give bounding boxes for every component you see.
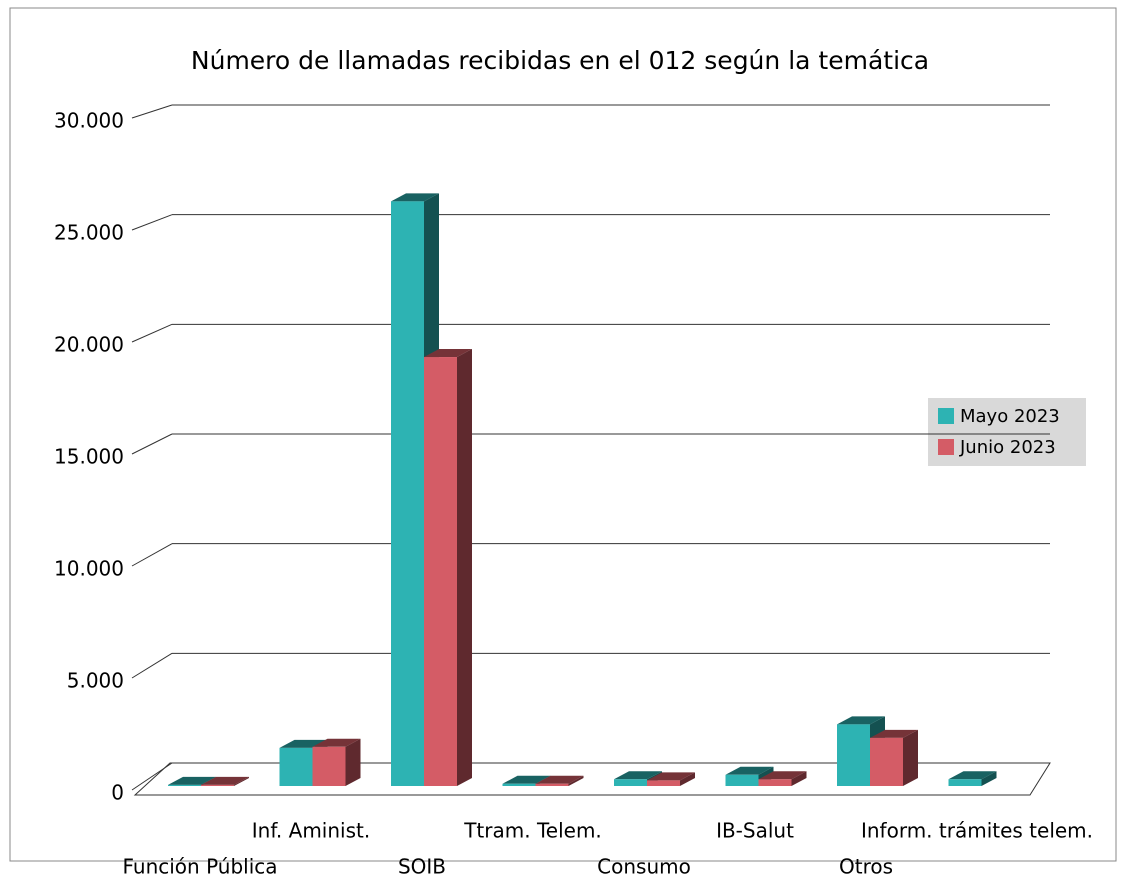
y-tick-label: 0 bbox=[111, 781, 124, 805]
legend: Mayo 2023 Junio 2023 bbox=[928, 398, 1086, 466]
bar-front bbox=[758, 779, 792, 786]
bar-top bbox=[647, 772, 695, 781]
bar-side bbox=[903, 729, 918, 786]
bar-top bbox=[870, 729, 918, 738]
bar-front bbox=[312, 746, 346, 786]
bar-front bbox=[647, 780, 680, 786]
bar-front bbox=[391, 201, 424, 787]
bar-side bbox=[345, 738, 361, 786]
x-tick-label: Consumo bbox=[597, 855, 691, 879]
bar bbox=[424, 349, 472, 786]
legend-swatch bbox=[938, 439, 954, 455]
bar-top bbox=[168, 776, 216, 785]
tick-mark bbox=[131, 433, 173, 455]
bar-top bbox=[948, 771, 997, 780]
bar bbox=[647, 772, 695, 786]
bar-side bbox=[457, 349, 472, 786]
x-tick-label: Función Pública bbox=[122, 855, 277, 879]
bar-top bbox=[502, 775, 551, 784]
bar-front bbox=[201, 784, 234, 786]
bar-front bbox=[948, 779, 982, 786]
legend-box bbox=[928, 398, 1086, 466]
bar-front bbox=[502, 783, 536, 786]
tick-mark bbox=[131, 652, 173, 679]
bar-top bbox=[758, 771, 807, 780]
bar-front bbox=[725, 774, 759, 786]
y-tick-label: 15.000 bbox=[54, 445, 124, 469]
bar-side bbox=[791, 771, 807, 786]
chart-title: Número de llamadas recibidas en el 012 s… bbox=[191, 46, 929, 75]
bar bbox=[948, 771, 997, 786]
bar-front bbox=[168, 784, 201, 786]
x-tick-label: SOIB bbox=[398, 855, 446, 879]
tick-mark bbox=[131, 323, 173, 343]
y-tick-label: 30.000 bbox=[54, 109, 124, 133]
y-tick-label: 20.000 bbox=[54, 333, 124, 357]
y-tick-label: 5.000 bbox=[67, 669, 124, 693]
bar bbox=[201, 776, 249, 786]
bar bbox=[535, 775, 584, 786]
bar bbox=[837, 716, 885, 786]
floor bbox=[133, 762, 1051, 796]
bar-top bbox=[725, 766, 774, 775]
bar-front bbox=[614, 779, 647, 786]
bar-side bbox=[680, 772, 695, 786]
y-tick-label: 25.000 bbox=[54, 221, 124, 245]
bar-front bbox=[424, 357, 457, 786]
tick-mark bbox=[131, 543, 173, 567]
bar-front bbox=[535, 783, 569, 786]
x-tick-label: Otros bbox=[839, 855, 893, 879]
bar-top bbox=[614, 771, 662, 780]
tick-mark bbox=[131, 762, 173, 791]
x-tick-label: Inform. trámites telem. bbox=[861, 819, 1093, 843]
x-tick-label: IB-Salut bbox=[716, 819, 794, 843]
bar-front bbox=[279, 747, 313, 786]
bar bbox=[758, 771, 807, 786]
bar-front bbox=[870, 737, 903, 786]
bar-top bbox=[391, 193, 439, 202]
legend-label: Junio 2023 bbox=[959, 437, 1056, 458]
legend-label: Mayo 2023 bbox=[960, 406, 1060, 427]
bar-top bbox=[312, 738, 361, 747]
legend-swatch bbox=[938, 408, 954, 424]
x-tick-label: Inf. Aminist. bbox=[252, 819, 370, 843]
y-tick-label: 10.000 bbox=[54, 557, 124, 581]
tick-mark bbox=[131, 214, 173, 231]
bar-top bbox=[201, 776, 249, 785]
x-tick-label: Ttram. Telem. bbox=[463, 819, 602, 843]
bar-side bbox=[981, 771, 997, 786]
bar-top bbox=[424, 349, 472, 358]
bar bbox=[312, 738, 361, 786]
bar-top bbox=[837, 716, 885, 725]
bar bbox=[870, 729, 918, 786]
bar-top bbox=[535, 775, 584, 784]
bar-front bbox=[837, 724, 870, 786]
bar-side bbox=[234, 776, 249, 786]
tick-mark bbox=[131, 104, 173, 119]
bar-side bbox=[568, 775, 584, 786]
